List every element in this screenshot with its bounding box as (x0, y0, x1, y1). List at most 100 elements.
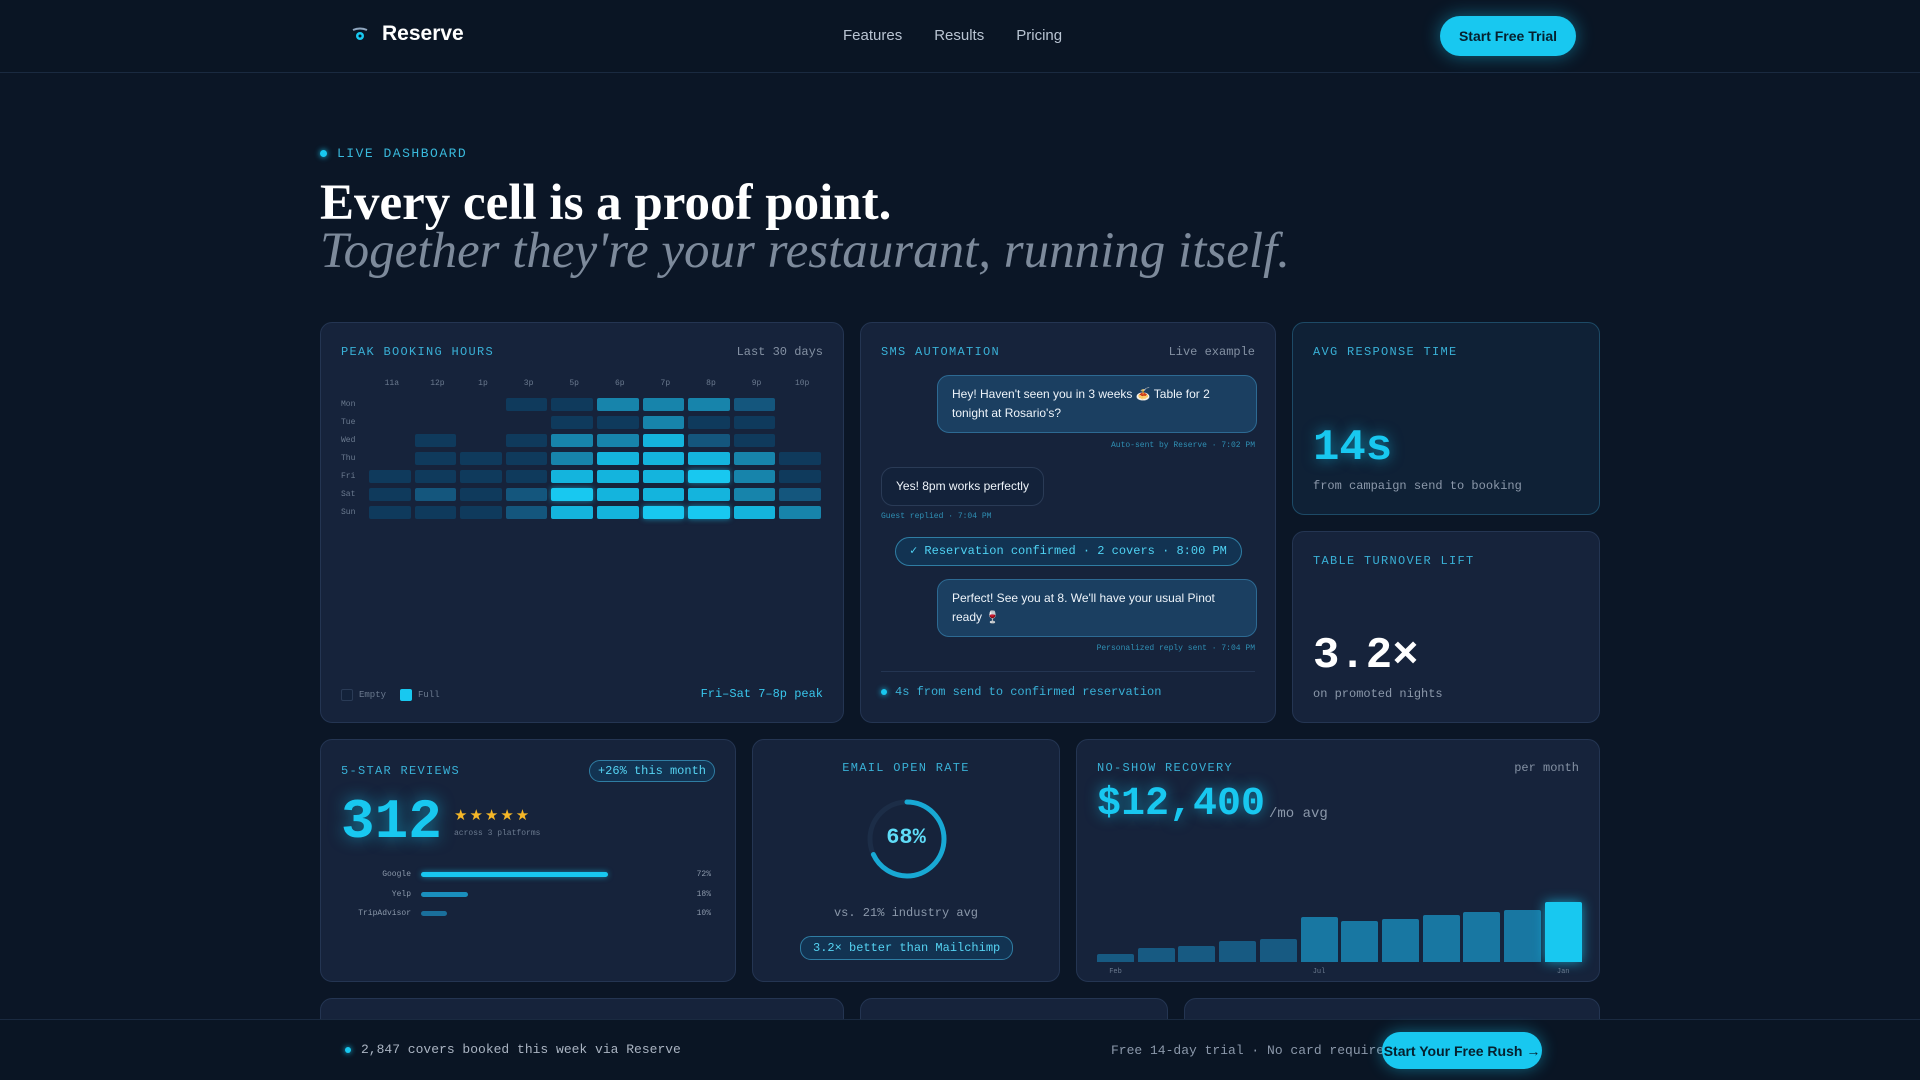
platform-bar-track (421, 871, 681, 877)
heatmap-cell (642, 487, 685, 501)
heatmap-cell (415, 398, 457, 411)
platform-percent: 10% (696, 908, 711, 918)
platform-name: Google (382, 869, 411, 879)
open-rate-value: 68% (886, 825, 926, 850)
heatmap-row-label: Thu (341, 453, 356, 463)
recovery-bar-chart: Feb Jul Jan (1097, 740, 1582, 983)
heatmap-cell (733, 505, 776, 519)
heatmap-column-label: 5p (569, 379, 579, 388)
eyebrow-label: LIVE DASHBOARD (337, 146, 468, 161)
recovery-bar-label: Jul (1312, 968, 1326, 976)
heatmap-cell (414, 433, 457, 447)
recovery-bar-label: Feb (1109, 968, 1122, 976)
card-meta: Live example (1168, 345, 1255, 359)
recovery-value: $12,400 (1097, 782, 1266, 827)
heatmap-row-label: Sun (341, 507, 356, 517)
heatmap-cell (779, 416, 821, 429)
reviews-count: 312 (341, 790, 442, 854)
heatmap-cell (733, 487, 776, 501)
star-rating-icon: ★★★★★ (454, 807, 532, 824)
heatmap-row: Sat (341, 485, 825, 503)
heatmap-cell (642, 505, 685, 519)
live-dot (320, 150, 327, 157)
nav-links: Features Results Pricing (843, 27, 1062, 44)
heatmap-row: Fri (341, 467, 825, 485)
recovery-bar-label: Jan (1556, 968, 1570, 976)
heatmap-cell (551, 433, 593, 447)
heatmap-cell (551, 469, 593, 483)
sms-automation-card: SMS AUTOMATION Live example Hey! Haven't… (860, 322, 1276, 723)
heatmap-cell (779, 487, 821, 501)
heatmap-row-label: Mon (341, 399, 356, 409)
heatmap-cell (688, 505, 730, 519)
platform-row: Google 72% (341, 868, 711, 880)
heatmap-cell (460, 451, 502, 465)
heatmap-cell (688, 433, 730, 447)
platform-percent: 72% (696, 869, 711, 879)
heatmap-cell (596, 505, 639, 519)
nav-link-features[interactable]: Features (843, 27, 903, 44)
sms-footer-text: 4s from send to confirmed reservation (895, 685, 1162, 699)
brand[interactable]: Reserve (350, 22, 464, 46)
legend-empty-label: Empty (359, 690, 387, 700)
avg-response-card: AVG RESPONSE TIME 14s from campaign send… (1292, 322, 1600, 515)
heatmap-row: Tue (341, 413, 825, 431)
recovery-bar (1422, 915, 1460, 962)
recovery-bar (1300, 916, 1338, 962)
heatmap-row-label: Sat (341, 489, 356, 499)
peak-booking-card: PEAK BOOKING HOURS Last 30 days 11a 12p 1p… (320, 322, 844, 723)
heatmap-cell (688, 415, 730, 429)
recovery-bar (1544, 901, 1582, 962)
heatmap-column-label: 7p (660, 379, 671, 388)
heatmap-cell (779, 434, 821, 447)
nav-link-results[interactable]: Results (934, 27, 985, 44)
heatmap-cell (369, 416, 411, 429)
heatmap-cell (733, 469, 776, 483)
recovery-bar (1259, 938, 1297, 962)
bubble-meta: Auto-sent by Reserve · 7:02 PM (1110, 441, 1255, 450)
heatmap-column-label: 1p (478, 379, 488, 388)
nav-link-pricing[interactable]: Pricing (1016, 27, 1063, 44)
response-sub: from campaign send to booking (1313, 479, 1522, 493)
heatmap-cell (733, 451, 776, 465)
platform-bar-track (421, 891, 681, 897)
sms-outgoing-bubble: Hey! Haven't seen you in 3 weeks 🍝 Table… (937, 375, 1257, 433)
platform-row: TripAdvisor 10% (341, 907, 711, 919)
heatmap-row: Thu (341, 449, 825, 467)
card-title: AVG RESPONSE TIME (1313, 345, 1458, 359)
heatmap-column-label: 9p (751, 379, 762, 388)
platform-bar-fill (421, 891, 468, 897)
heatmap-cell (460, 505, 502, 519)
legend-empty-swatch (341, 689, 353, 701)
footer-note: Free 14-day trial · No card required (1111, 1043, 1392, 1058)
open-rate-ring (867, 799, 947, 879)
open-rate-sub: vs. 21% industry avg (833, 906, 979, 920)
growth-badge: +26% this month (588, 760, 715, 782)
recovery-bar (1178, 945, 1216, 962)
start-free-trial-button[interactable]: Start Free Trial (1440, 16, 1576, 56)
heatmap-cell (688, 469, 730, 483)
heatmap-cell (642, 469, 685, 483)
table-turnover-card: TABLE TURNOVER LIFT 3.2× on promoted nig… (1292, 531, 1600, 723)
eyebrow: LIVE DASHBOARD (320, 146, 467, 161)
recovery-bar (1463, 912, 1501, 962)
heatmap: Mon Tue Wed Thu Fri Sat Sun (341, 395, 825, 521)
heatmap-row: Mon (341, 395, 825, 413)
brand-name: Reserve (382, 22, 464, 45)
card-title: TABLE TURNOVER LIFT (1313, 554, 1475, 568)
heatmap-cell (779, 451, 821, 465)
heatmap-cell (733, 433, 776, 447)
card-title: PEAK BOOKING HOURS (341, 345, 495, 359)
heatmap-cell (688, 451, 730, 465)
heatmap-row: Sun (341, 503, 825, 521)
heatmap-cell (505, 469, 548, 483)
heatmap-cell (642, 433, 685, 447)
heatmap-cell (733, 415, 776, 429)
heatmap-cell (505, 505, 548, 519)
reviews-card: 5-STAR REVIEWS +26% this month 312 ★★★★★… (320, 739, 736, 982)
divider (881, 671, 1255, 672)
heatmap-cell (460, 416, 502, 429)
start-free-rush-button[interactable]: Start Your Free Rush → (1382, 1032, 1542, 1069)
heatmap-cell (596, 397, 639, 411)
peak-note: Fri–Sat 7–8p peak (700, 687, 823, 701)
